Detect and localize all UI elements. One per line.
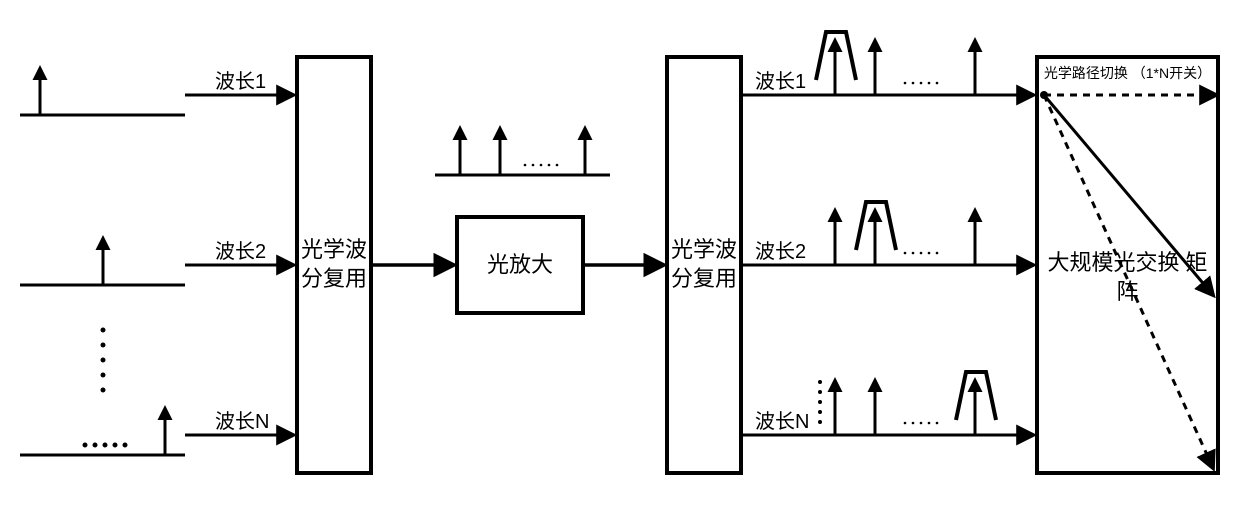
matrix-box: 光学路径切换 （1*N开关） 大规模光交换 矩阵 xyxy=(1035,55,1220,475)
input-spectrum-2 xyxy=(20,238,185,285)
input-spectrum-1 xyxy=(20,68,185,115)
switch-sublabel: 光学路径切换 （1*N开关） xyxy=(1039,65,1216,82)
output-spectrum-n xyxy=(810,372,1005,435)
output-spectrum-2 xyxy=(810,202,1005,265)
mux2-label: 光学波 分复用 xyxy=(671,236,737,293)
output-spectrum-1 xyxy=(810,32,1005,95)
input-label-1: 波长1 xyxy=(215,65,266,94)
optical-switch-diagram: 波长1 波长2 波长N 光学波 分复用 光放大 光学波 分复用 波长1 波长2 … xyxy=(20,20,1220,507)
amp-label: 光放大 xyxy=(487,251,553,280)
output-label-1: 波长1 xyxy=(755,65,806,94)
combined-spectrum xyxy=(435,128,610,175)
input-vdots xyxy=(101,328,106,393)
amp-box: 光放大 xyxy=(455,215,585,315)
input-spectrum-n xyxy=(20,408,185,455)
output-label-2: 波长2 xyxy=(755,235,806,264)
matrix-label: 大规模光交换 矩阵 xyxy=(1039,249,1216,306)
input-label-2: 波长2 xyxy=(215,235,266,264)
input-label-n: 波长N xyxy=(215,405,269,434)
mux1-box: 光学波 分复用 xyxy=(295,55,373,475)
output-label-n: 波长N xyxy=(755,405,809,434)
mux1-label: 光学波 分复用 xyxy=(301,236,367,293)
mux2-box: 光学波 分复用 xyxy=(665,55,743,475)
